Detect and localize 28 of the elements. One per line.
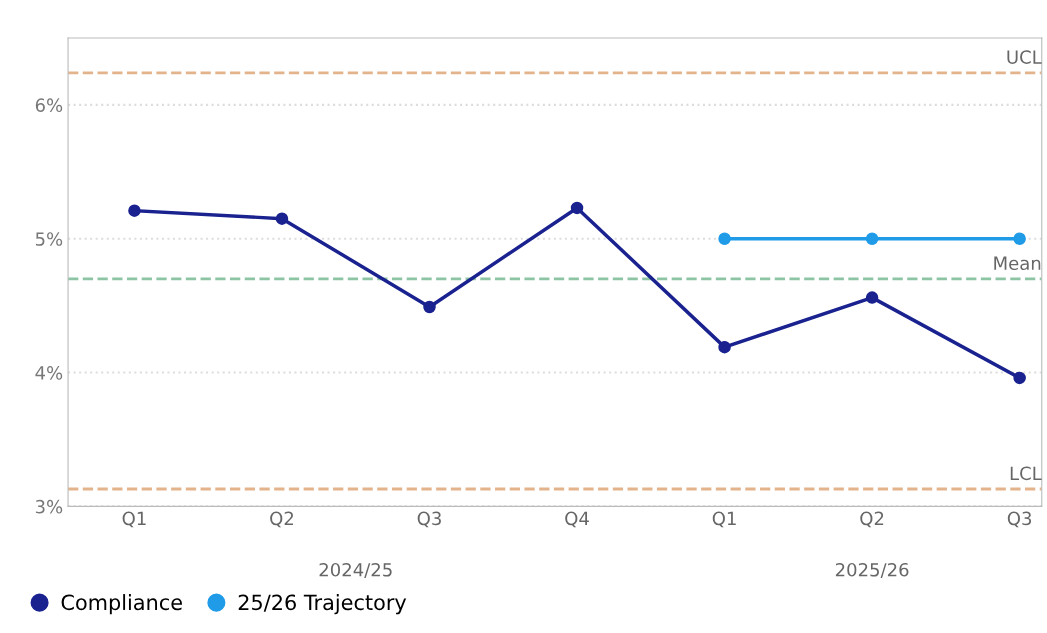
y-tick-label: 5% bbox=[35, 232, 63, 246]
legend-label: 25/26 Trajectory bbox=[238, 594, 407, 615]
y-tick-label: 4% bbox=[35, 366, 63, 380]
point bbox=[423, 300, 436, 314]
text: 2024/25 bbox=[319, 562, 392, 579]
point bbox=[718, 232, 731, 245]
x-tick-label: Q2 bbox=[860, 511, 884, 528]
point bbox=[865, 232, 879, 245]
x-tick-label: Q2 bbox=[270, 511, 294, 528]
point bbox=[1013, 371, 1026, 385]
point bbox=[275, 212, 289, 225]
point bbox=[570, 201, 584, 215]
ref-line-label: UCL bbox=[1007, 50, 1042, 64]
point bbox=[1013, 232, 1026, 245]
text: 2025/26 bbox=[835, 562, 909, 579]
legend-label: Compliance bbox=[61, 594, 182, 615]
y-tick-label: 3% bbox=[35, 499, 63, 514]
y-tick-label: 6% bbox=[35, 98, 63, 113]
x-tick-label: Q3 bbox=[417, 511, 441, 528]
x-tick-label: Q1 bbox=[122, 511, 146, 528]
point bbox=[865, 291, 879, 304]
ref-line-label: Mean bbox=[994, 256, 1041, 271]
x-tick-label: Q1 bbox=[712, 511, 736, 528]
x-tick-label: Q3 bbox=[1007, 511, 1032, 528]
point bbox=[718, 340, 731, 354]
ref-line-label: LCL bbox=[1010, 466, 1042, 481]
point bbox=[128, 204, 141, 217]
x-tick-label: Q4 bbox=[565, 511, 589, 528]
